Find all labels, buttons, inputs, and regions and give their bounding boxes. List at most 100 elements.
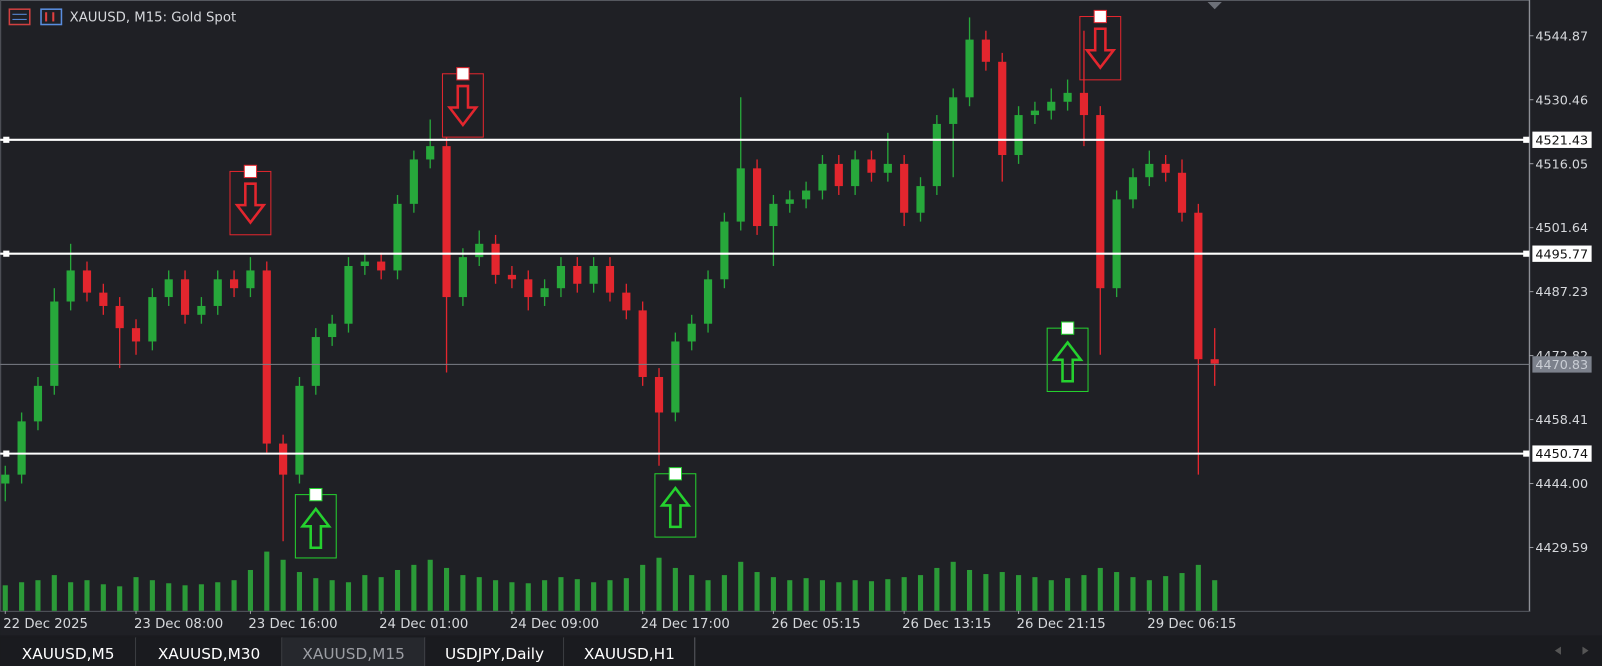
candle-body: [131, 328, 141, 342]
candle-body: [1096, 115, 1105, 289]
candle-body: [769, 203, 778, 227]
volume-bar: [770, 577, 776, 611]
level-handle[interactable]: [3, 250, 10, 257]
volume-bar: [1032, 577, 1038, 611]
tab-background: [136, 637, 283, 666]
tab-background: [564, 637, 695, 666]
candle-body: [442, 146, 451, 298]
y-tick-label: 4429.59: [1535, 541, 1588, 556]
candle-body: [703, 279, 713, 324]
sell-arrow[interactable]: [229, 164, 272, 236]
level-handle[interactable]: [1523, 250, 1530, 257]
level-label-box: [1532, 445, 1592, 462]
tab[interactable]: XAUUSD,H1: [564, 637, 696, 666]
candle-body: [213, 279, 222, 306]
candle-body: [360, 261, 369, 266]
volume-bar: [574, 579, 580, 611]
volume-bar: [836, 582, 842, 611]
x-tick-label: 24 Dec 01:00: [379, 617, 468, 632]
tab[interactable]: USDJPY,Daily: [425, 637, 565, 666]
volume-bar: [35, 580, 41, 611]
candle-body: [867, 159, 876, 173]
candle-body: [377, 261, 386, 271]
arrow-anchor: [1093, 9, 1107, 24]
volume-bar: [525, 583, 531, 611]
volume-bar: [2, 585, 8, 611]
volume-bar: [819, 580, 826, 611]
tab[interactable]: XAUUSD,M30: [136, 637, 283, 666]
volume-bar: [215, 582, 221, 611]
volume-bar: [51, 575, 57, 611]
volume-bar: [607, 580, 613, 611]
candle-body: [344, 265, 353, 324]
volume-bar: [378, 577, 384, 611]
candle-body: [99, 292, 108, 306]
candle-body: [802, 190, 811, 200]
tab[interactable]: XAUUSD,M5: [0, 637, 137, 666]
candle-body: [458, 257, 467, 298]
volume-bar: [264, 551, 270, 611]
volume-bar: [362, 575, 368, 611]
volume-bar: [852, 580, 858, 611]
level-handle[interactable]: [3, 136, 10, 143]
candle-body: [1112, 199, 1121, 289]
volume-bar: [542, 580, 548, 611]
candle-body: [638, 310, 647, 377]
candle-body: [1047, 101, 1056, 111]
icon-chart[interactable]: [40, 8, 63, 26]
sell-arrow[interactable]: [441, 67, 484, 138]
volume-bar: [966, 569, 973, 611]
scroll-left[interactable]: [1554, 646, 1561, 655]
volume-bar: [231, 580, 237, 611]
chart-title: XAUUSD, M15: Gold Spot: [70, 10, 237, 25]
buy-arrow[interactable]: [1046, 321, 1089, 392]
level-handle[interactable]: [1523, 450, 1530, 457]
sell-arrow[interactable]: [1079, 9, 1122, 81]
candle-body: [720, 221, 729, 280]
volume-bar: [1195, 564, 1201, 611]
level-handle[interactable]: [1523, 136, 1530, 143]
candle-body: [687, 323, 696, 342]
icon-list[interactable]: [8, 8, 31, 26]
tab-label: USDJPY,Daily: [445, 645, 544, 663]
volume-bar: [149, 580, 155, 611]
scroll-right[interactable]: [1582, 646, 1589, 655]
buy-arrow[interactable]: [654, 467, 697, 538]
arrow-shape: [447, 84, 479, 127]
toolbar-icons[interactable]: [8, 8, 63, 26]
x-tick-label: 22 Dec 2025: [3, 617, 88, 632]
candle-body: [246, 270, 255, 289]
tab-label: XAUUSD,M5: [22, 645, 115, 663]
volume-bar: [950, 561, 956, 611]
candle-body: [1014, 115, 1023, 156]
arrow-anchor: [668, 467, 682, 481]
candle-body: [115, 305, 124, 329]
tab-background: [0, 637, 137, 666]
buy-arrow[interactable]: [294, 487, 337, 559]
volume-bar: [623, 578, 629, 611]
volume-bar: [901, 577, 907, 611]
candle-body: [671, 341, 680, 413]
candle-body: [916, 186, 925, 213]
candle-body: [393, 203, 402, 271]
candle-body: [736, 168, 745, 222]
volume-bar: [656, 557, 662, 611]
volume-bar: [247, 569, 253, 611]
tab[interactable]: XAUUSD,M15: [282, 637, 426, 666]
volume-bar: [1065, 578, 1071, 611]
x-tick-label: 24 Dec 17:00: [641, 617, 730, 632]
level-handle[interactable]: [3, 450, 10, 457]
candle-body: [262, 270, 271, 444]
current-price-label: 4470.83: [1535, 358, 1588, 373]
candle-body: [1194, 212, 1203, 360]
candle-body: [605, 265, 615, 293]
candle-body: [851, 159, 860, 187]
tab-background: [282, 637, 426, 666]
volume-bar: [443, 567, 450, 611]
volume-bar: [934, 567, 940, 611]
candle-body: [295, 385, 304, 475]
y-tick-label: 4501.64: [1535, 221, 1588, 236]
candle-body: [965, 39, 974, 98]
